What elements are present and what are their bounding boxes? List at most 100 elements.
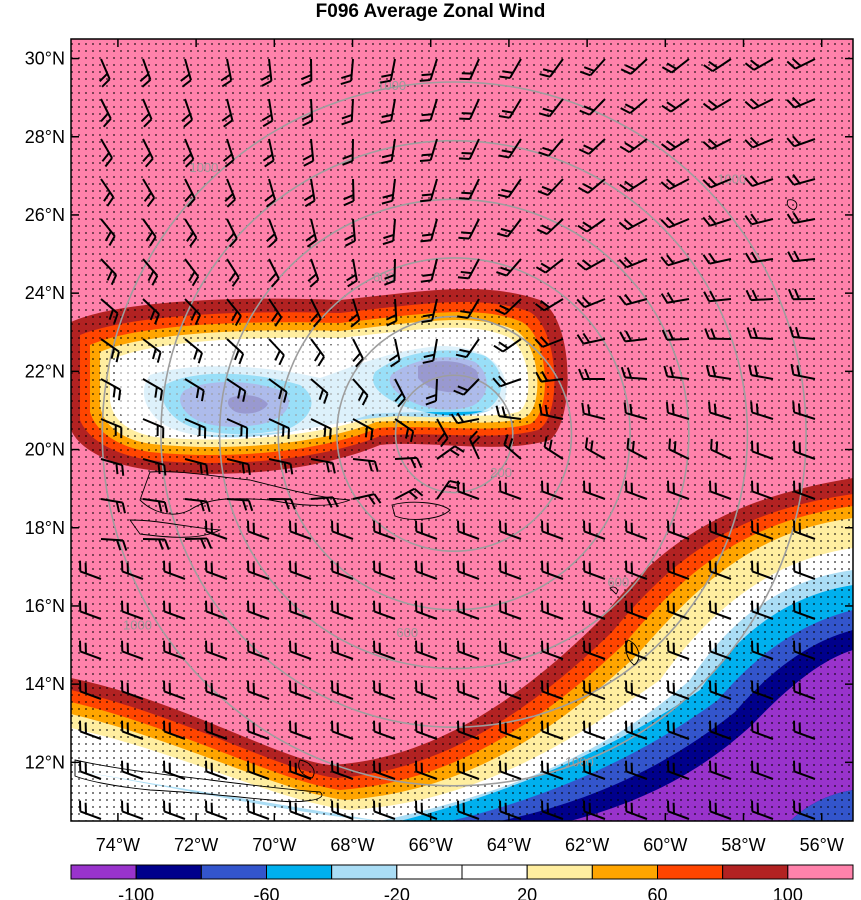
wind-barb bbox=[226, 418, 249, 439]
wind-barb bbox=[268, 298, 283, 327]
wind-barb bbox=[459, 98, 480, 121]
wind-barb bbox=[184, 298, 202, 326]
range-ring bbox=[277, 257, 631, 611]
wind-barb bbox=[744, 58, 774, 71]
wind-barb bbox=[142, 298, 160, 325]
wind-barb bbox=[620, 98, 648, 115]
wind-barb bbox=[139, 58, 152, 88]
wind-barb bbox=[787, 288, 816, 301]
wind-barb bbox=[792, 520, 816, 540]
wind-barb bbox=[382, 218, 396, 246]
x-axis: 74°W 72°W 70°W 68°W 66°W 64°W 62°W 60°W 58°W 56°W bbox=[96, 39, 844, 855]
wind-barb bbox=[310, 458, 336, 474]
y-axis: 12°N 14°N 16°N 18°N 20°N 22°N 24°N 26°N 28°N 30°N bbox=[25, 49, 853, 772]
wind-barb bbox=[226, 258, 240, 287]
wind-barb bbox=[456, 560, 480, 580]
wind-barb bbox=[750, 520, 774, 540]
wind-barb bbox=[120, 640, 144, 660]
wind-barb bbox=[624, 760, 648, 780]
wind-barb bbox=[380, 58, 396, 84]
range-ring-label: 1000 bbox=[123, 617, 152, 632]
wind-barb bbox=[346, 258, 358, 288]
wind-barb bbox=[330, 760, 354, 780]
wind-barb bbox=[310, 338, 325, 367]
wind-barb bbox=[620, 366, 648, 380]
wind-barb bbox=[120, 680, 144, 700]
y-tick-label: 20°N bbox=[25, 440, 65, 460]
wind-barb bbox=[140, 98, 153, 128]
wind-barb bbox=[341, 98, 354, 126]
wind-barb bbox=[288, 520, 312, 540]
range-ring-label: 1000 bbox=[189, 160, 218, 175]
range-ring bbox=[336, 315, 573, 553]
wind-barb bbox=[142, 338, 162, 363]
wind-barb bbox=[660, 178, 690, 190]
wind-barb bbox=[744, 136, 774, 149]
wind-barb bbox=[456, 760, 480, 780]
wind-barb bbox=[222, 138, 235, 168]
wind-barb bbox=[100, 178, 115, 207]
x-tick-label: 72°W bbox=[174, 835, 218, 855]
wind-barb bbox=[342, 138, 354, 166]
wind-barb bbox=[204, 800, 228, 820]
wind-barb bbox=[120, 760, 144, 780]
wind-barb bbox=[702, 176, 732, 189]
wind-barb bbox=[750, 640, 774, 660]
wind-barb bbox=[380, 98, 396, 124]
wind-barb bbox=[494, 298, 522, 316]
wind-barb bbox=[246, 800, 270, 820]
wind-barb bbox=[301, 98, 314, 127]
wind-barb bbox=[746, 327, 774, 340]
wind-barb bbox=[540, 640, 564, 660]
wind-barb bbox=[619, 178, 648, 192]
wind-barb bbox=[226, 498, 254, 512]
wind-barb bbox=[543, 436, 564, 460]
wind-barb bbox=[660, 292, 690, 304]
wind-barb bbox=[665, 401, 690, 420]
wind-barb bbox=[661, 138, 690, 152]
range-ring bbox=[160, 139, 749, 728]
wind-barb bbox=[78, 560, 102, 580]
wind-barb bbox=[537, 178, 564, 196]
wind-barb bbox=[162, 680, 186, 700]
wind-barb bbox=[142, 178, 156, 208]
wind-barb bbox=[414, 760, 438, 780]
wind-barb bbox=[538, 98, 564, 118]
wind-barb bbox=[78, 720, 102, 740]
wind-barb bbox=[184, 338, 203, 364]
wind-barb bbox=[459, 58, 480, 81]
y-tick-label: 18°N bbox=[25, 518, 65, 538]
wind-barb bbox=[330, 520, 354, 540]
wind-barb bbox=[624, 480, 648, 500]
wind-barb bbox=[100, 98, 112, 128]
wind-barb bbox=[619, 330, 648, 343]
wind-barb bbox=[623, 402, 648, 420]
wind-barb bbox=[792, 640, 816, 660]
wind-barb bbox=[414, 560, 438, 580]
colorbar-swatch bbox=[591, 864, 658, 880]
wind-barb bbox=[468, 430, 481, 460]
wind-barb bbox=[181, 98, 194, 128]
wind-barb bbox=[578, 138, 606, 155]
wind-barb bbox=[307, 258, 320, 288]
wind-barb bbox=[420, 218, 438, 243]
wind-barb bbox=[576, 258, 606, 271]
wind-barb bbox=[372, 560, 396, 580]
wind-barb bbox=[348, 298, 361, 328]
wind-barb bbox=[394, 378, 406, 408]
wind-barb bbox=[789, 326, 816, 340]
wind-barb bbox=[310, 496, 339, 508]
wind-barb bbox=[204, 600, 228, 620]
wind-barb bbox=[330, 600, 354, 620]
wind-barb bbox=[702, 138, 732, 150]
wind-barb bbox=[618, 293, 648, 306]
wind-barb bbox=[100, 138, 113, 168]
wind-barb bbox=[538, 138, 564, 157]
y-tick-label: 24°N bbox=[25, 283, 65, 303]
wind-barb bbox=[182, 138, 195, 168]
wind-barb bbox=[710, 438, 732, 460]
colorbar-swatch bbox=[396, 864, 463, 880]
wind-barb bbox=[120, 600, 144, 620]
y-tick-label: 12°N bbox=[25, 752, 65, 772]
wind-barb bbox=[268, 258, 280, 288]
